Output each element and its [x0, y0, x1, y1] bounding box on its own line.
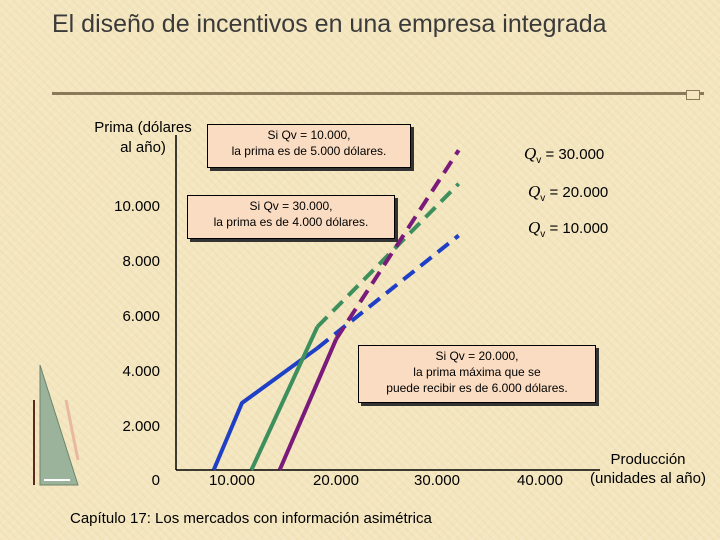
callout-line: la prima máxima que se: [413, 365, 541, 379]
y-tick-label: 2.000: [122, 418, 160, 435]
legend-subscript: v: [536, 155, 542, 166]
title-divider-end: [686, 90, 700, 100]
legend-symbol: Q: [528, 182, 541, 201]
slide-footer: Capítulo 17: Los mercados con informació…: [70, 510, 432, 527]
legend-subscript: v: [540, 193, 546, 204]
series-line-qv-20000: [249, 326, 320, 471]
series-dashed-qv-20000: [315, 182, 461, 329]
y-tick-label: 4.000: [122, 363, 160, 380]
legend-qv-10000: Qv = 10.000: [528, 218, 608, 240]
x-tick-label: 10.000: [209, 472, 255, 489]
series-line-qv-10000: [211, 346, 319, 471]
x-tick-label: 20.000: [313, 472, 359, 489]
y-tick-label: 0: [151, 472, 160, 489]
legend-subscript: v: [540, 229, 546, 240]
x-axis-label: Producción (unidades al año): [590, 451, 706, 487]
callout-line: puede recibir es de 6.000 dólares.: [386, 381, 568, 395]
triangle-decoration-icon: [33, 364, 80, 486]
x-tick-label: 30.000: [414, 472, 460, 489]
legend-value: = 30.000: [541, 146, 605, 163]
legend-value: = 20.000: [545, 184, 609, 201]
title-divider: [52, 92, 704, 95]
series-line-qv-30000: [277, 338, 339, 471]
callout-qv-20000: Si Qv = 20.000, la prima máxima que se p…: [358, 345, 596, 403]
callout-line: la prima es de 5.000 dólares.: [231, 144, 387, 158]
legend-qv-30000: Qv = 30.000: [524, 144, 604, 166]
callout-qv-10000: Si Qv = 10.000, la prima es de 5.000 dól…: [207, 124, 411, 168]
callout-qv-30000: Si Qv = 30.000, la prima es de 4.000 dól…: [187, 195, 395, 239]
slide-title: El diseño de incentivos en una empresa i…: [52, 10, 607, 38]
series-dashed-qv-10000: [316, 233, 460, 350]
y-tick-label: 8.000: [122, 253, 160, 270]
legend-symbol: Q: [524, 144, 537, 163]
y-tick-label: 10.000: [114, 198, 160, 215]
callout-line: la prima es de 4.000 dólares.: [213, 215, 369, 229]
y-tick-label: 6.000: [122, 308, 160, 325]
y-axis-label: Prima (dólares al año): [94, 119, 192, 156]
callout-line: Si Qv = 30.000,: [249, 199, 333, 213]
callout-line: Si Qv = 20.000,: [435, 349, 519, 363]
legend-qv-20000: Qv = 20.000: [528, 182, 608, 204]
x-tick-label: 40.000: [517, 472, 563, 489]
legend-symbol: Q: [528, 218, 541, 237]
series-dashed-qv-30000: [334, 149, 461, 341]
legend-value: = 10.000: [545, 220, 609, 237]
callout-line: Si Qv = 10.000,: [267, 128, 351, 142]
